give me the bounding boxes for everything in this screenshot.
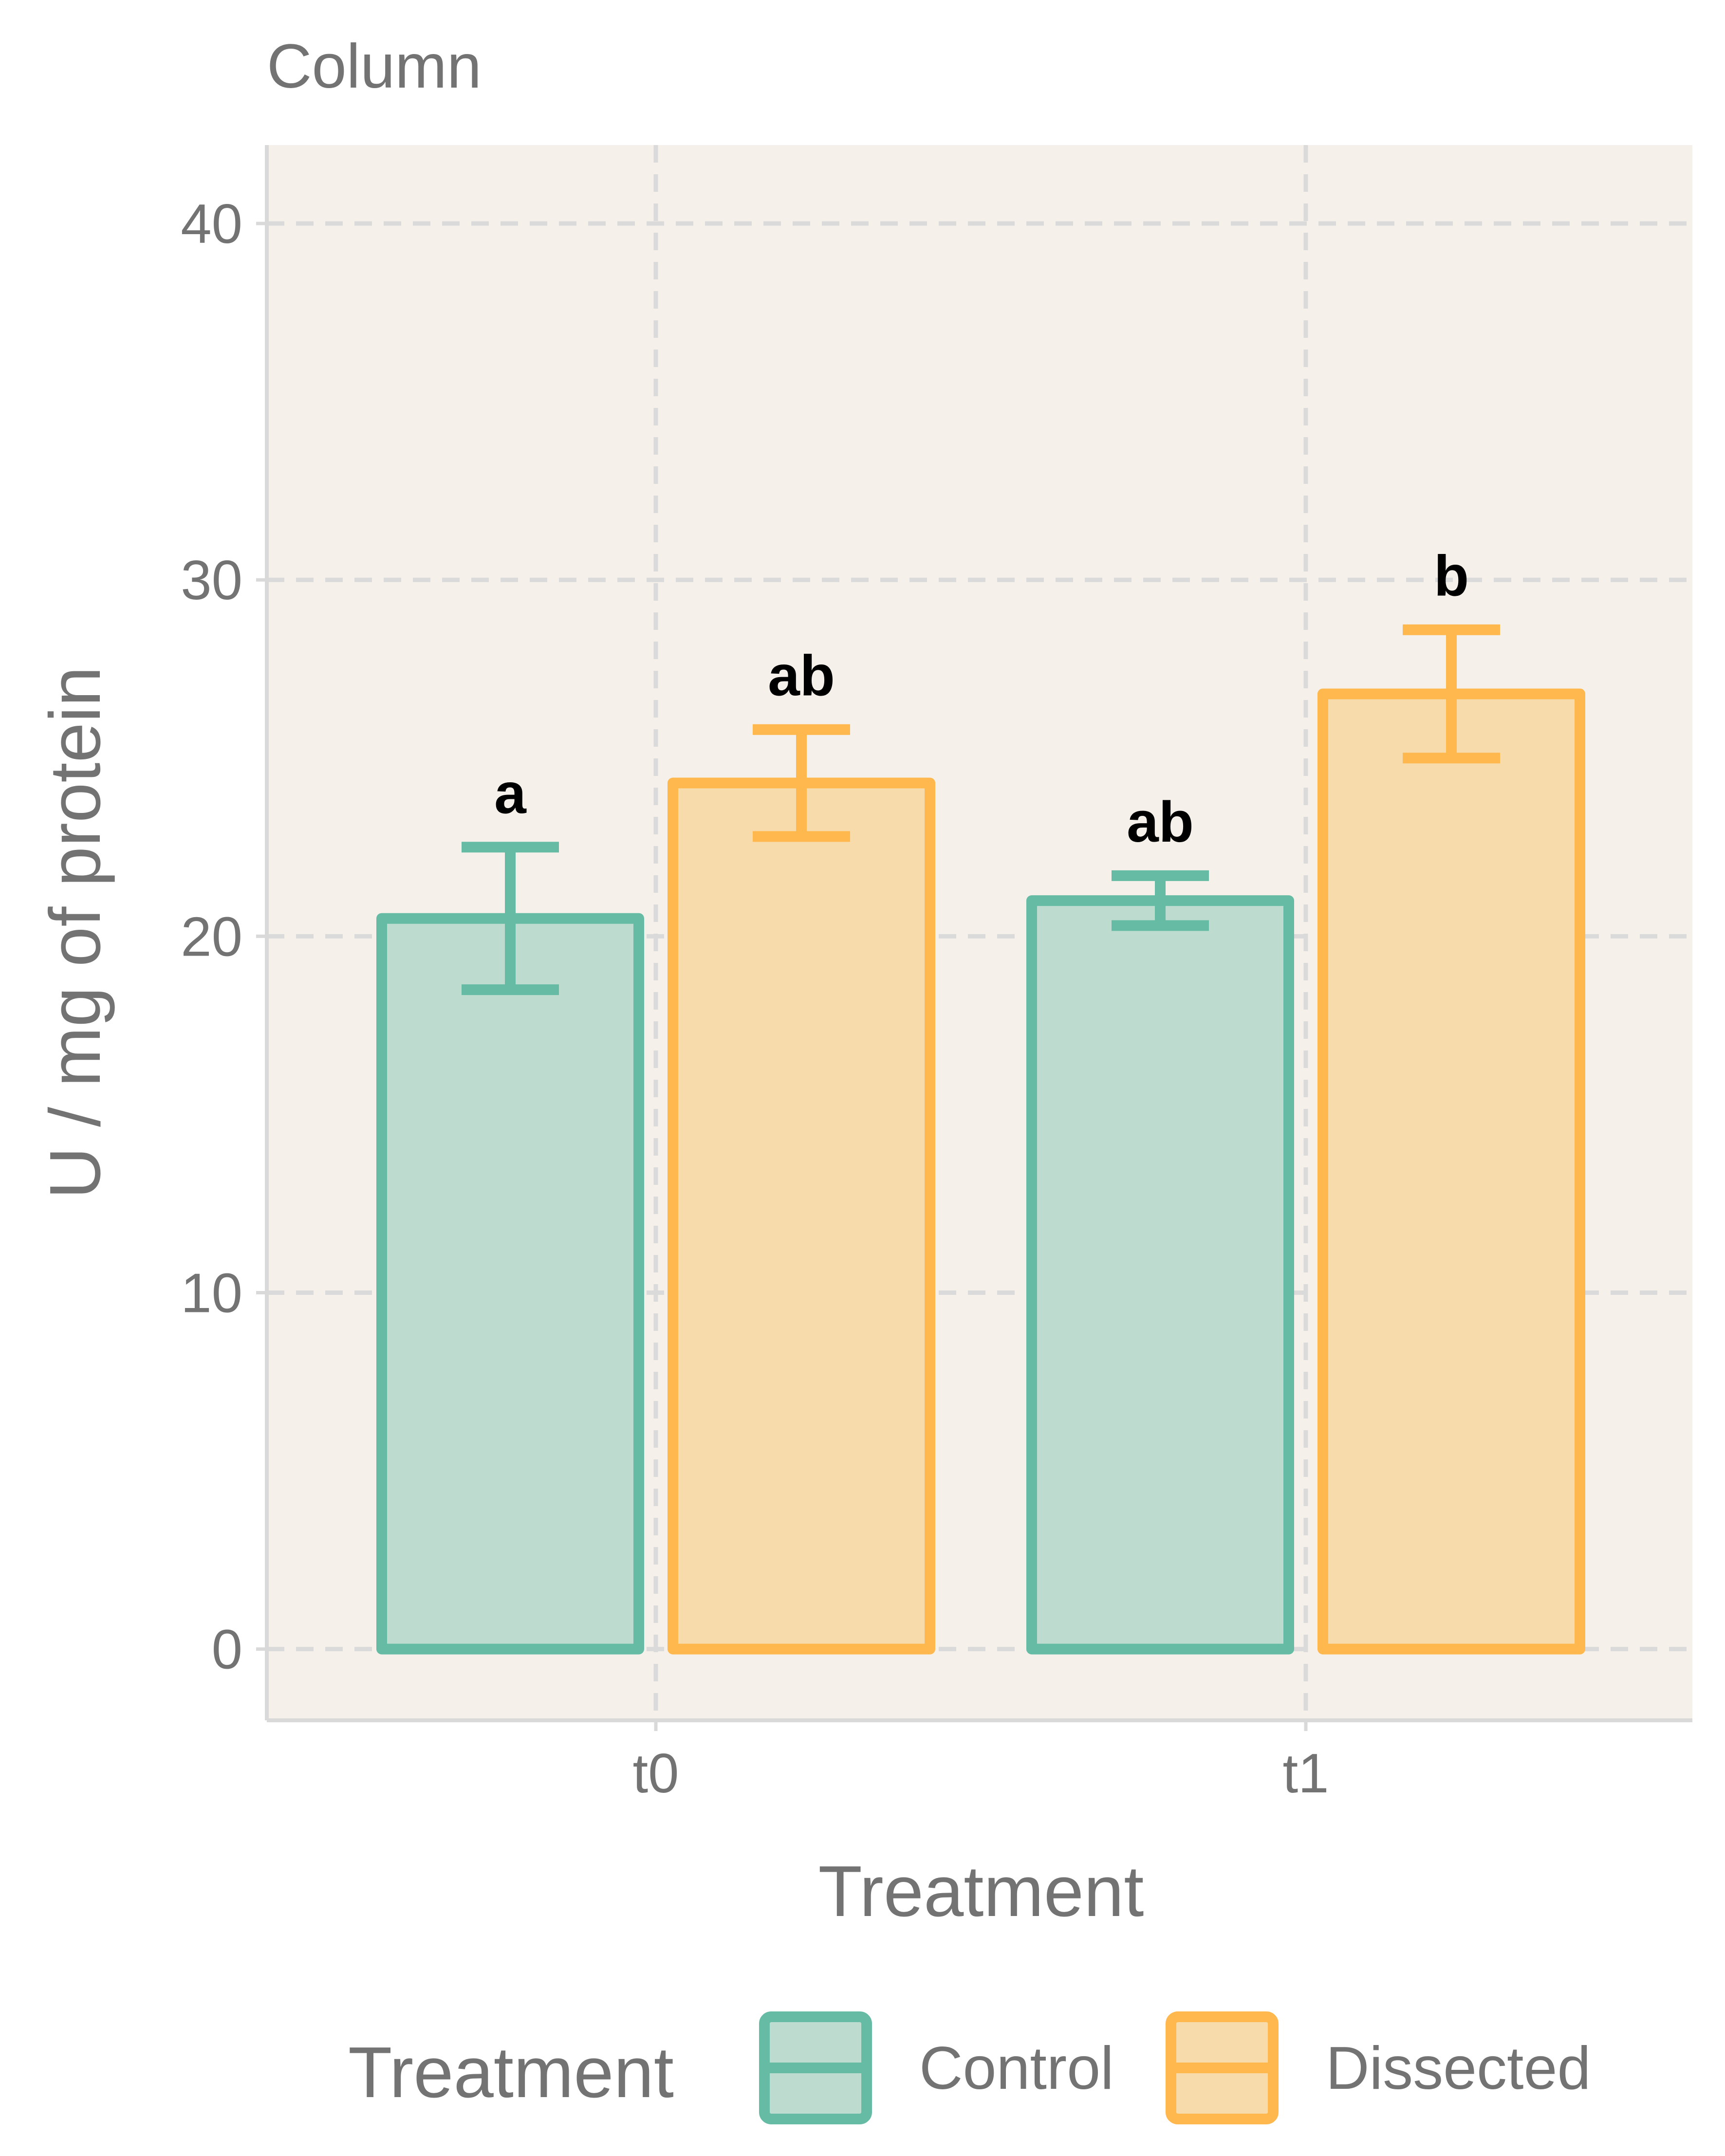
legend: Treatment Control Dissected	[348, 2011, 1591, 2124]
y-tick-label: 20	[181, 906, 242, 968]
bar-dissected-t1	[1317, 688, 1585, 1655]
x-tick-label: t1	[1282, 1743, 1329, 1805]
legend-label-control: Control	[919, 2035, 1114, 2102]
bars	[376, 688, 1585, 1655]
x-tick-label: t0	[632, 1743, 679, 1805]
significance-label: ab	[1127, 790, 1194, 854]
legend-title: Treatment	[348, 2032, 674, 2113]
bar-control-t0	[376, 913, 644, 1655]
error-bars	[462, 624, 1500, 995]
significance-label: a	[494, 761, 527, 826]
y-tick-label: 10	[181, 1262, 242, 1324]
x-axis-title: Treatment	[818, 1851, 1144, 1932]
y-tick-label: 0	[212, 1619, 242, 1681]
y-tick-label: 30	[181, 550, 242, 611]
y-tick-label: 40	[181, 193, 242, 255]
significance-label: ab	[768, 644, 835, 708]
significance-labels: a ab ab b	[494, 544, 1469, 854]
bar-control-t1	[1026, 895, 1294, 1655]
y-axis-title: U / mg of protein	[35, 666, 115, 1199]
legend-items: Control Dissected	[759, 2011, 1591, 2124]
axes: 0 10 20 30 40 t0 t1	[181, 145, 1692, 1805]
significance-label: b	[1434, 544, 1469, 608]
chart-title: Column	[267, 32, 482, 101]
bar-dissected-t0	[668, 777, 935, 1655]
legend-label-dissected: Dissected	[1326, 2035, 1591, 2102]
